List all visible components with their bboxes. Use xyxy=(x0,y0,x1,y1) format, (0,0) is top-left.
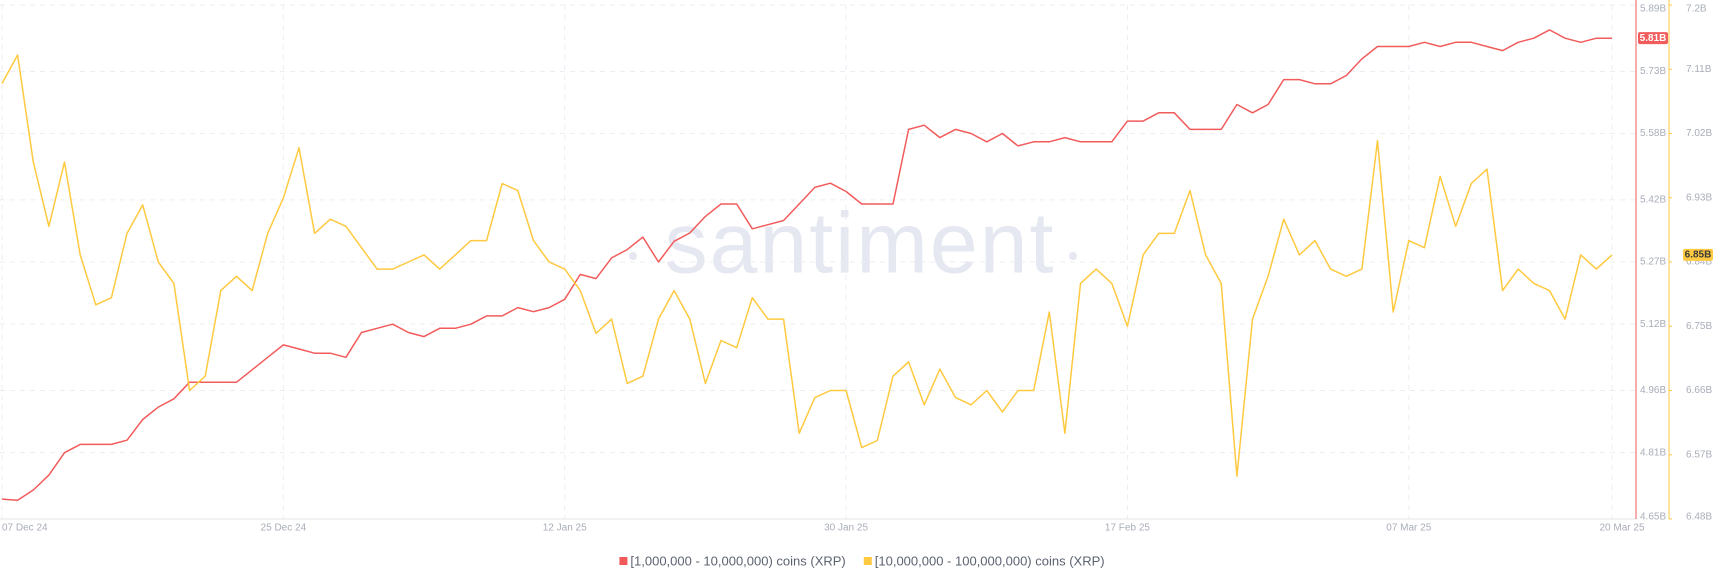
y-tick-label: 4.65B xyxy=(1640,512,1666,523)
watermark: santiment xyxy=(665,196,1056,292)
watermark-dot xyxy=(1069,252,1077,260)
y-tick-label: 5.58B xyxy=(1640,128,1666,139)
y-tick-label: 5.12B xyxy=(1640,319,1666,330)
x-tick-label: 12 Jan 25 xyxy=(543,523,587,534)
y-tick-label: 5.89B xyxy=(1640,4,1666,15)
series-line xyxy=(1,29,1612,502)
current-value-tag xyxy=(1638,32,1668,45)
x-tick-label: 07 Mar 25 xyxy=(1386,523,1431,534)
y2-tick-label: 6.93B xyxy=(1686,192,1712,203)
x-tick-label: 30 Jan 25 xyxy=(824,523,868,534)
y2-tick-label: 6.75B xyxy=(1686,321,1712,332)
x-tick-label: 20 Mar 25 xyxy=(1599,523,1644,534)
series-line xyxy=(1,54,1613,477)
current-value-label: 5.81B xyxy=(1640,33,1667,44)
y2-tick-label: 6.57B xyxy=(1686,449,1712,460)
y2-tick-label: 6.84B xyxy=(1686,257,1712,268)
y2-tick-label: 6.48B xyxy=(1686,512,1712,523)
legend-label: [10,000,000 - 100,000,000) coins (XRP) xyxy=(875,553,1105,568)
legend-label: [1,000,000 - 10,000,000) coins (XRP) xyxy=(630,553,845,568)
legend-swatch xyxy=(619,557,628,565)
y2-tick-label: 7.2B xyxy=(1686,4,1707,15)
y2-tick-label: 6.66B xyxy=(1686,385,1712,396)
y-tick-label: 4.81B xyxy=(1640,447,1666,458)
y-tick-label: 5.27B xyxy=(1640,257,1666,268)
x-tick-label: 17 Feb 25 xyxy=(1105,523,1150,534)
y2-tick-label: 7.02B xyxy=(1686,128,1712,139)
current-value-tag xyxy=(1683,248,1713,261)
current-value-label: 6.85B xyxy=(1685,250,1712,261)
y-tick-label: 4.96B xyxy=(1640,385,1666,396)
y-tick-label: 5.73B xyxy=(1640,66,1666,77)
y-tick-label: 5.42B xyxy=(1640,194,1666,205)
y2-tick-label: 7.11B xyxy=(1686,64,1712,75)
legend: [1,000,000 - 10,000,000) coins (XRP) [10,… xyxy=(619,553,1105,568)
x-tick-label: 25 Dec 24 xyxy=(261,523,307,534)
legend-swatch xyxy=(863,557,872,565)
x-tick-label: 07 Dec 24 xyxy=(2,523,48,534)
watermark-dot xyxy=(629,252,637,260)
